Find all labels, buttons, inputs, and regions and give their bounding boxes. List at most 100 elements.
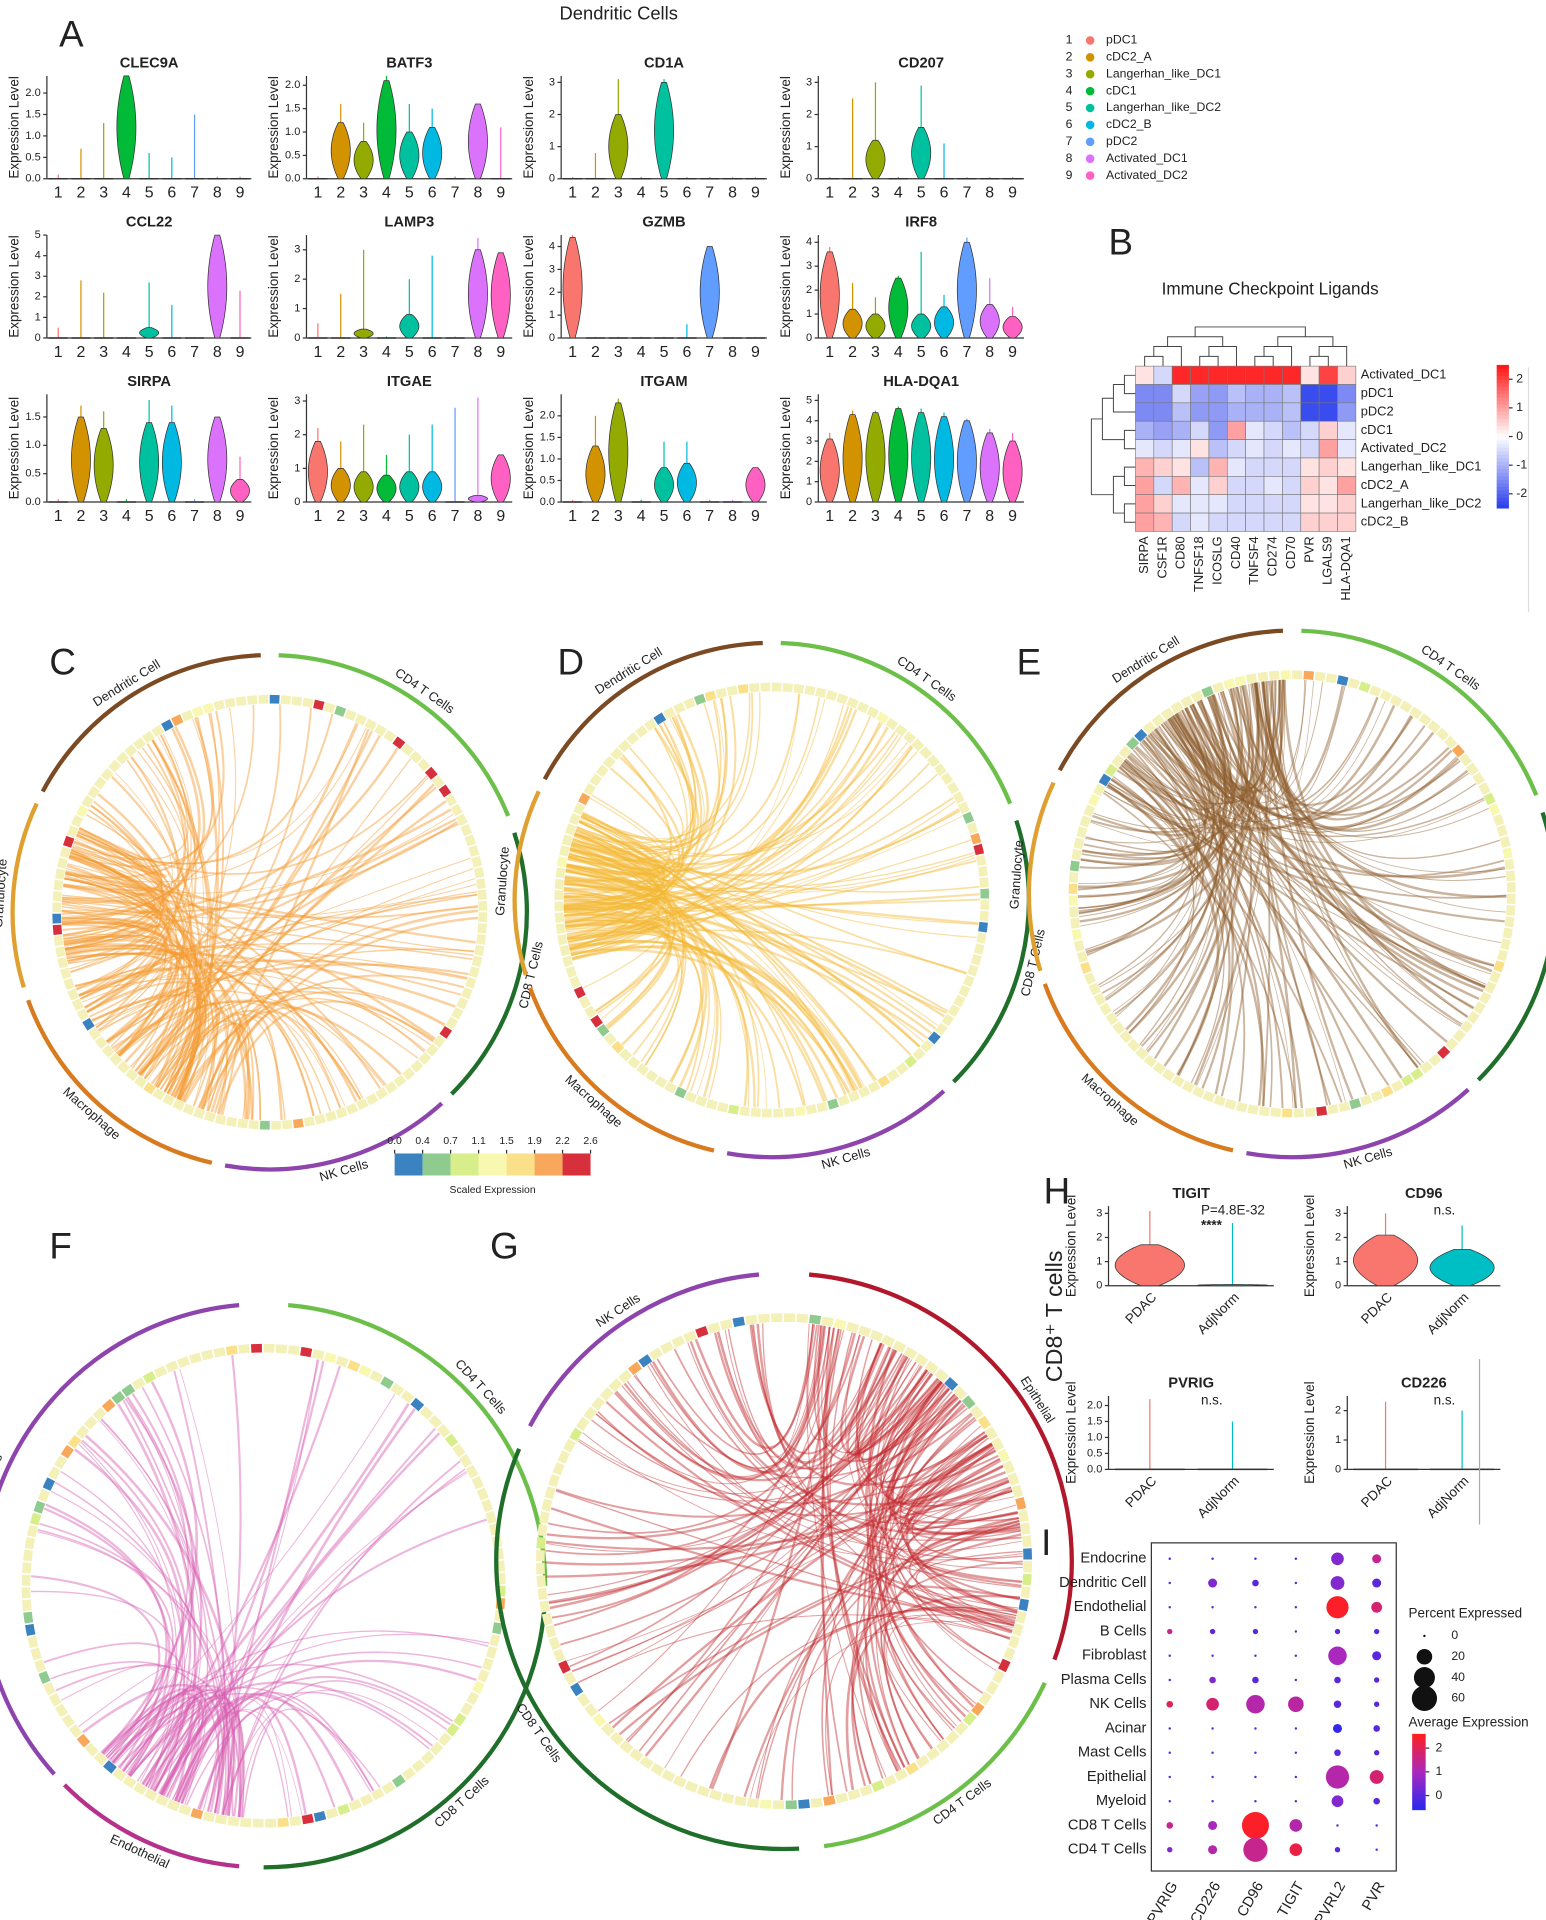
chord-link	[820, 1329, 848, 1792]
chord-link	[565, 868, 859, 1091]
ring-tile	[410, 1059, 424, 1073]
ring-tile	[410, 1397, 425, 1412]
segment-arc	[512, 790, 541, 976]
ring-tile	[71, 998, 84, 1011]
chord-link	[647, 1364, 1019, 1609]
dot	[1211, 1751, 1214, 1754]
panel-letter: F	[49, 1226, 71, 1267]
chord-link	[1125, 695, 1228, 1031]
ring-tile	[144, 1788, 158, 1802]
colorbar-step	[1496, 493, 1509, 498]
chord-link	[54, 1481, 227, 1815]
chord-link	[565, 870, 660, 929]
gene-title: CLEC9A	[120, 56, 179, 72]
ring-tile	[554, 912, 565, 923]
chord-link	[63, 833, 164, 892]
ring-tile	[953, 1385, 968, 1400]
ring-tile	[591, 1396, 606, 1411]
y-tick-label: 3	[549, 76, 555, 88]
ring-tile	[1472, 772, 1485, 786]
chord-link	[573, 721, 882, 866]
colorbar-step	[1496, 372, 1509, 377]
ring-tile	[837, 1094, 850, 1107]
ring-tile	[132, 737, 146, 751]
chord-link	[564, 797, 675, 916]
heatmap-cell	[1318, 512, 1338, 532]
chord-link	[1093, 692, 1232, 829]
dot	[1167, 1628, 1173, 1635]
chord-link	[563, 702, 720, 907]
ring-tile	[1190, 690, 1204, 703]
ring-tile	[22, 1599, 32, 1611]
chord-link	[159, 758, 412, 1090]
y-tick-label: 2	[1335, 1231, 1341, 1243]
heatmap-cell	[1135, 420, 1155, 440]
chord-link	[152, 1468, 466, 1791]
chord-link	[111, 999, 402, 1075]
chord-link	[892, 1435, 988, 1705]
ring-tile	[833, 1318, 847, 1330]
x-tick-label: 2	[77, 344, 86, 361]
ring-tile	[1327, 1104, 1339, 1115]
x-tick-label: 5	[917, 344, 926, 361]
chord-link	[563, 893, 657, 924]
chord-link	[580, 747, 684, 843]
chord-link	[563, 910, 805, 1106]
chord-link	[86, 733, 196, 1013]
x-tick-label: 6	[682, 344, 691, 361]
ring-tile	[420, 1750, 435, 1765]
chord-link	[565, 920, 659, 961]
chord-link	[817, 1325, 906, 1768]
heatmap-cell	[1153, 384, 1173, 404]
chord-link	[851, 1480, 1010, 1784]
y-axis-label: Expression Level	[266, 397, 281, 499]
ring-tile	[1119, 1030, 1133, 1044]
chord-link	[545, 1479, 1010, 1551]
chord-link	[163, 1010, 315, 1116]
ring-tile	[291, 696, 303, 706]
y-tick-label: 0.5	[1087, 1447, 1102, 1459]
chord-link	[163, 1022, 261, 1121]
heatmap-cell	[1171, 512, 1191, 532]
y-tick-label: 1.5	[540, 431, 555, 443]
colorbar-step	[1496, 432, 1509, 437]
violin-body	[353, 141, 374, 180]
chord-link	[1136, 745, 1485, 838]
chord-link	[78, 804, 165, 997]
dot	[1166, 1822, 1174, 1829]
ring-tile	[1152, 1061, 1166, 1075]
chord-link	[566, 931, 749, 1107]
chord-link	[553, 1365, 923, 1627]
colorbar-step	[1496, 422, 1509, 427]
dot	[1328, 1646, 1347, 1666]
x-tick-label: 4	[637, 185, 646, 202]
ring-tile	[1445, 1037, 1459, 1051]
ring-tile	[1502, 847, 1513, 859]
violin-body	[207, 234, 228, 339]
ring-tile	[42, 1477, 56, 1491]
x-tick-label: 6	[167, 508, 176, 525]
chord-link	[61, 900, 159, 951]
colorbar-step	[1496, 389, 1509, 394]
ring-tile	[1502, 927, 1513, 939]
ring-tile	[894, 724, 908, 737]
ring-tile	[536, 1575, 546, 1588]
ring-tile	[101, 1398, 116, 1413]
chord-link	[70, 849, 362, 1101]
chord-link	[1110, 778, 1475, 1009]
chord-link	[181, 991, 445, 1102]
heatmap-cell	[1153, 494, 1173, 514]
ring-tile	[886, 1068, 900, 1082]
dot	[1334, 1628, 1341, 1635]
chord-link	[85, 1434, 243, 1818]
ring-tile	[636, 1063, 650, 1076]
y-tick-label: 3	[35, 270, 41, 282]
chord-link	[80, 734, 192, 1000]
ring-tile	[178, 1804, 192, 1816]
ring-tile	[749, 683, 760, 693]
colorbar-step	[1412, 1802, 1426, 1806]
dot	[1334, 1847, 1341, 1853]
dot	[1294, 1654, 1298, 1657]
ring-tile	[568, 812, 581, 826]
chord-link	[1173, 681, 1268, 790]
